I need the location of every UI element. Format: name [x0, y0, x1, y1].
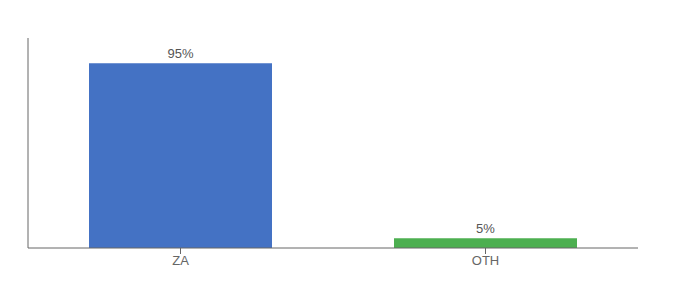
- svg-text:95%: 95%: [167, 46, 193, 61]
- svg-text:5%: 5%: [476, 221, 495, 236]
- svg-text:ZA: ZA: [172, 253, 189, 268]
- svg-text:OTH: OTH: [472, 253, 499, 268]
